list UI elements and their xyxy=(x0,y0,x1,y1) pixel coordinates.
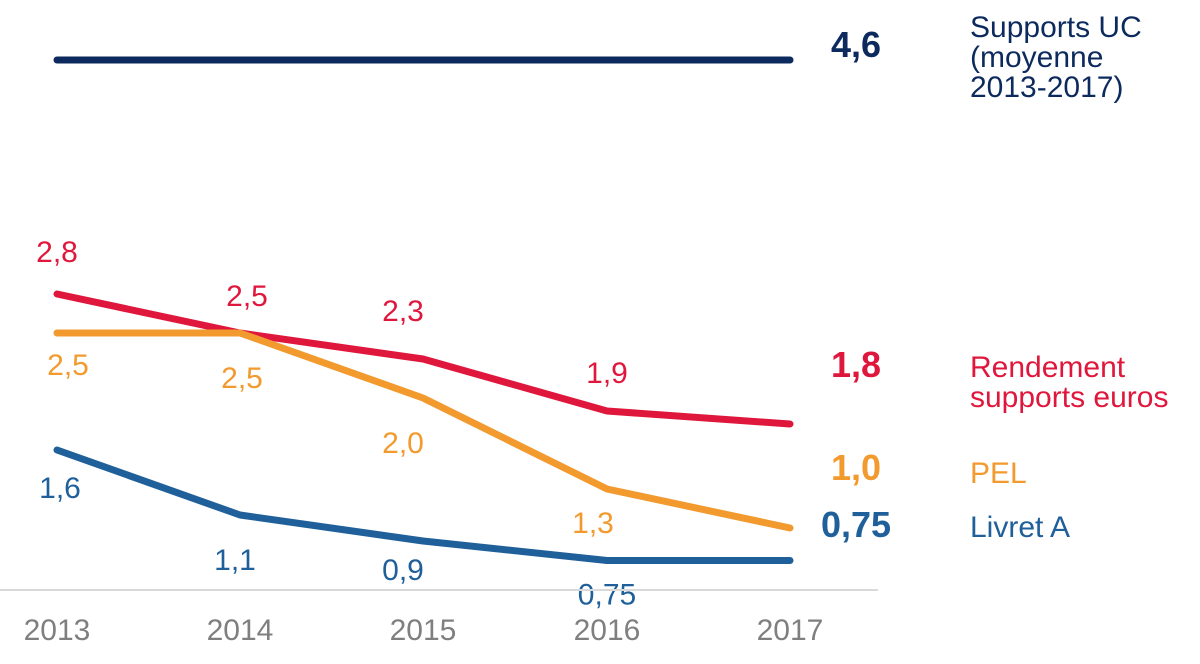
end-value-pel: 1,0 xyxy=(831,447,881,488)
end-value-livret: 0,75 xyxy=(821,504,891,545)
x-tick-label-2013: 2013 xyxy=(24,614,91,647)
data-label-livret-3: 0,75 xyxy=(578,579,636,612)
legend-euros: Rendement supports euros xyxy=(970,351,1168,414)
data-label-pel-1: 2,5 xyxy=(221,362,263,395)
x-tick-label-2015: 2015 xyxy=(390,614,457,647)
data-label-euros-1: 2,5 xyxy=(226,280,268,313)
data-label-pel-0: 2,5 xyxy=(47,349,89,382)
series-line-pel xyxy=(53,329,794,532)
data-label-pel-2: 2,0 xyxy=(382,427,424,460)
series-layer xyxy=(53,56,794,564)
x-tick-label-2017: 2017 xyxy=(757,614,824,647)
series-line-livret xyxy=(53,446,794,564)
data-label-euros-2: 2,3 xyxy=(382,295,424,328)
legend-pel: PEL xyxy=(970,457,1027,490)
series-line-euros xyxy=(53,290,794,428)
data-label-livret-2: 0,9 xyxy=(382,554,424,587)
x-tick-layer: 2013 2014 2015 2016 2017 xyxy=(24,614,824,647)
legend-uc: Supports UC (moyenne 2013-2017) xyxy=(970,11,1142,104)
data-label-layer: 4,6 2,8 2,5 2,3 1,9 1,8 2,5 2,5 2,0 1,3 1,0 1,6 1,1 0… xyxy=(36,24,891,612)
data-label-livret-0: 1,6 xyxy=(39,472,81,505)
x-tick-label-2014: 2014 xyxy=(207,614,274,647)
x-tick-label-2016: 2016 xyxy=(574,614,641,647)
data-label-pel-3: 1,3 xyxy=(572,507,614,540)
data-label-euros-0: 2,8 xyxy=(36,236,78,269)
end-value-uc: 4,6 xyxy=(831,24,881,65)
data-label-livret-1: 1,1 xyxy=(214,544,256,577)
legend-livret: Livret A xyxy=(970,511,1070,544)
legend-layer: Supports UC (moyenne 2013-2017) Rendement su… xyxy=(970,11,1168,544)
end-value-euros: 1,8 xyxy=(831,344,881,385)
data-label-euros-3: 1,9 xyxy=(586,357,628,390)
